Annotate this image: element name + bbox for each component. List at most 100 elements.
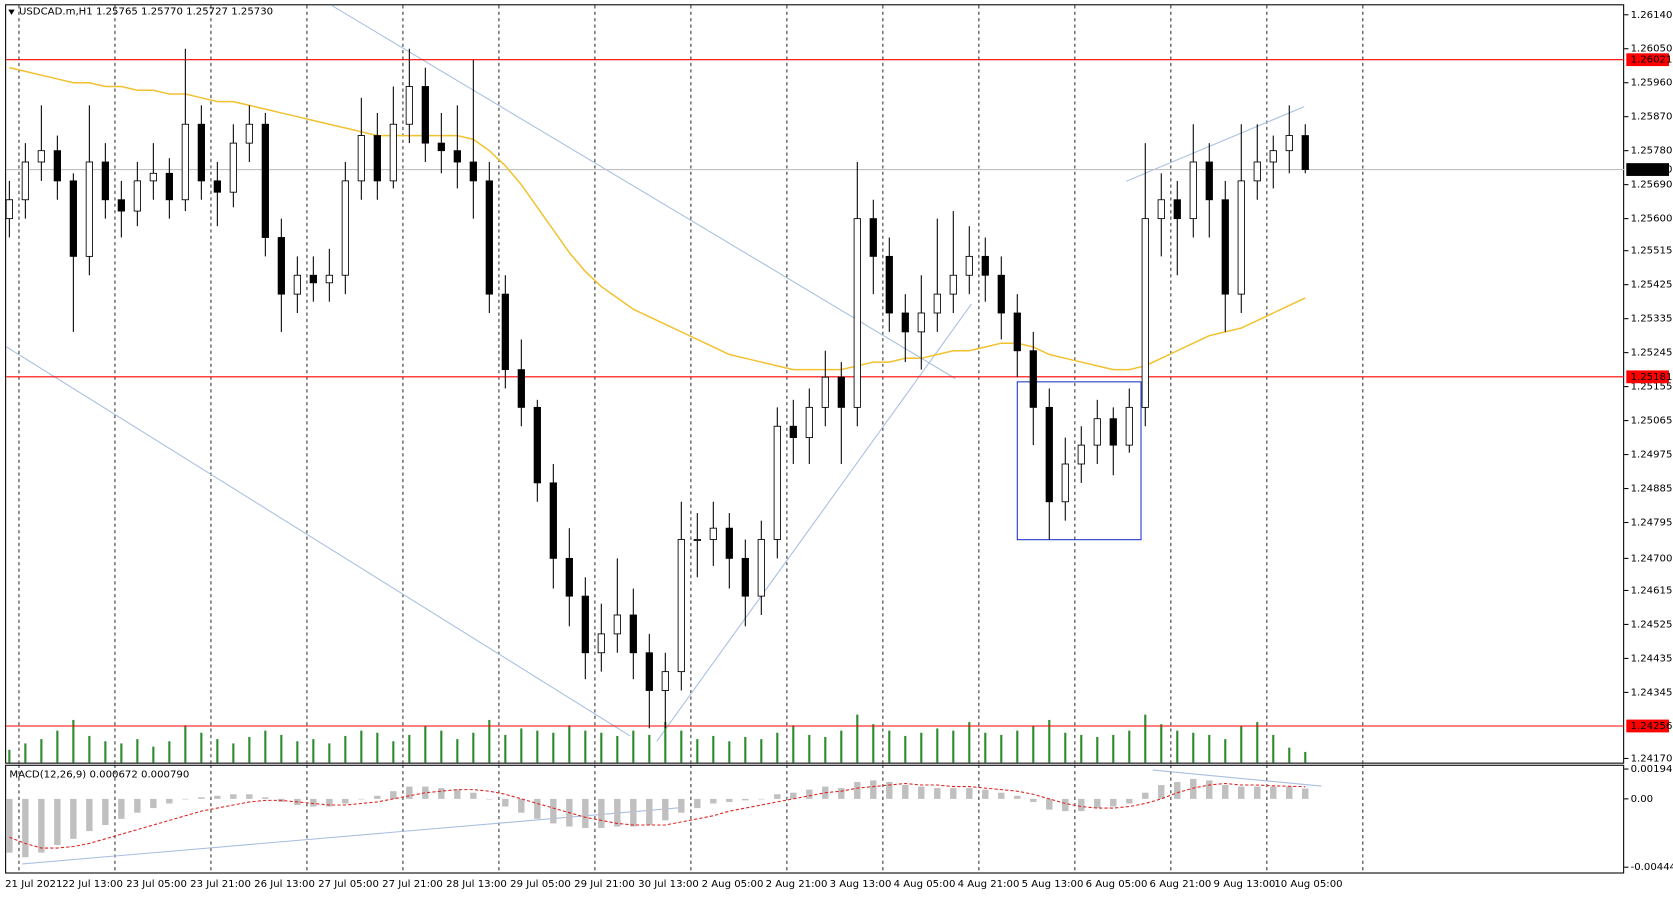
volume-bar: [1272, 734, 1275, 763]
macd-bar: [870, 780, 877, 799]
macd-bar: [38, 798, 45, 853]
volume-bar: [680, 730, 683, 763]
macd-bar: [902, 785, 909, 799]
candle-body: [597, 633, 605, 654]
macd-y-tick-label: -0.004447: [1631, 862, 1673, 873]
volume-bar: [408, 734, 411, 763]
macd-bar: [1270, 786, 1277, 799]
macd-bar: [438, 788, 445, 799]
macd-bar: [950, 788, 957, 799]
macd-bar: [182, 798, 189, 800]
macd-bar: [1094, 798, 1101, 809]
level-price-tag: [1626, 53, 1669, 67]
y-tick-label: 1.26050: [1631, 44, 1673, 55]
macd-bar: [54, 798, 61, 845]
macd-bar: [1046, 798, 1053, 810]
volume-bar: [328, 743, 331, 763]
macd-bar: [1190, 778, 1197, 799]
candle-body: [1269, 150, 1277, 163]
y-tick-label: 1.24615: [1631, 585, 1673, 596]
candle-body: [501, 293, 509, 371]
macd-bar: [582, 798, 589, 829]
candle-body: [85, 161, 93, 257]
candle-body: [181, 123, 189, 201]
x-tick-label: 4 Aug 21:00: [958, 879, 1020, 890]
volume-bar: [1080, 734, 1083, 763]
macd-bar: [1110, 798, 1117, 807]
x-tick-label: 10 Aug 05:00: [1274, 879, 1342, 890]
macd-bar: [646, 798, 653, 825]
candle-body: [133, 180, 141, 212]
x-tick-label: 2 Aug 05:00: [702, 879, 764, 890]
level-price-label: 1.24256: [1631, 721, 1673, 732]
y-tick-label: 1.24795: [1631, 518, 1673, 529]
candle-body: [245, 123, 253, 144]
macd-bar: [1302, 788, 1309, 799]
volume-bar: [1048, 719, 1051, 763]
y-tick-label: 1.25425: [1631, 280, 1673, 291]
day-separators: [18, 5, 1364, 873]
candle-body: [933, 293, 941, 314]
volume-bar: [936, 728, 939, 763]
candle-body: [901, 312, 909, 333]
candle-body: [341, 180, 349, 276]
macd-bar: [358, 798, 365, 800]
trend-line: [5, 346, 631, 737]
candle-body: [1109, 418, 1117, 446]
candle-body: [853, 218, 861, 408]
volume-bar: [280, 734, 283, 763]
candle-body: [1173, 199, 1181, 220]
macd-bar: [1286, 786, 1293, 799]
macd-bar: [486, 798, 493, 800]
current-price-label: 1.25730: [1631, 165, 1673, 176]
volume-bar: [8, 749, 11, 763]
macd-bar: [1126, 798, 1133, 804]
macd-bar: [134, 798, 141, 813]
volume-bar: [184, 725, 187, 763]
candle-body: [1301, 135, 1309, 170]
macd-bar: [774, 794, 781, 799]
volume-bar: [472, 732, 475, 763]
candle-body: [997, 274, 1005, 314]
x-tick-label: 6 Aug 21:00: [1150, 879, 1212, 890]
volume-bar: [952, 730, 955, 763]
x-tick-label: 3 Aug 13:00: [830, 879, 892, 890]
volume-bar: [504, 734, 507, 763]
macd-bar: [998, 792, 1005, 799]
macd-trend-line: [1152, 769, 1322, 787]
volume-bar: [1144, 714, 1147, 763]
candle-body: [709, 527, 717, 540]
macd-bar: [934, 788, 941, 799]
y-tick-label: 1.25690: [1631, 180, 1673, 191]
candle-body: [1029, 350, 1037, 408]
macd-bar: [534, 798, 541, 819]
macd-bar: [422, 786, 429, 799]
macd-bar: [342, 798, 349, 804]
menu-arrow[interactable]: [8, 9, 15, 15]
macd-bar: [1174, 781, 1181, 799]
volume-bar: [1096, 737, 1099, 763]
macd-bar: [1142, 792, 1149, 799]
volume-bar: [1112, 734, 1115, 763]
volume-bar: [344, 735, 347, 763]
current-price-tag: [1626, 163, 1669, 176]
y-tick-label: 1.24525: [1631, 619, 1673, 630]
volume-bar: [1000, 734, 1003, 763]
volume-bar: [808, 734, 811, 763]
candle-body: [165, 172, 173, 201]
macd-bar: [1158, 785, 1165, 799]
volume-bar: [456, 739, 459, 763]
candle-body: [357, 135, 365, 182]
macd-bar: [662, 798, 669, 821]
volume-bar: [840, 730, 843, 763]
macd-y-tick-label: 0.00: [1631, 794, 1654, 805]
macd-bar: [1062, 798, 1069, 812]
volume-bar: [824, 737, 827, 763]
macd-signal-line: [9, 782, 1306, 849]
volume-bar: [632, 730, 635, 763]
volume-bar: [1304, 751, 1307, 763]
candle-body: [549, 482, 557, 559]
candle-body: [101, 161, 109, 201]
x-tick-label: 27 Jul 21:00: [382, 879, 443, 890]
y-tick-label: 1.25960: [1631, 78, 1673, 89]
